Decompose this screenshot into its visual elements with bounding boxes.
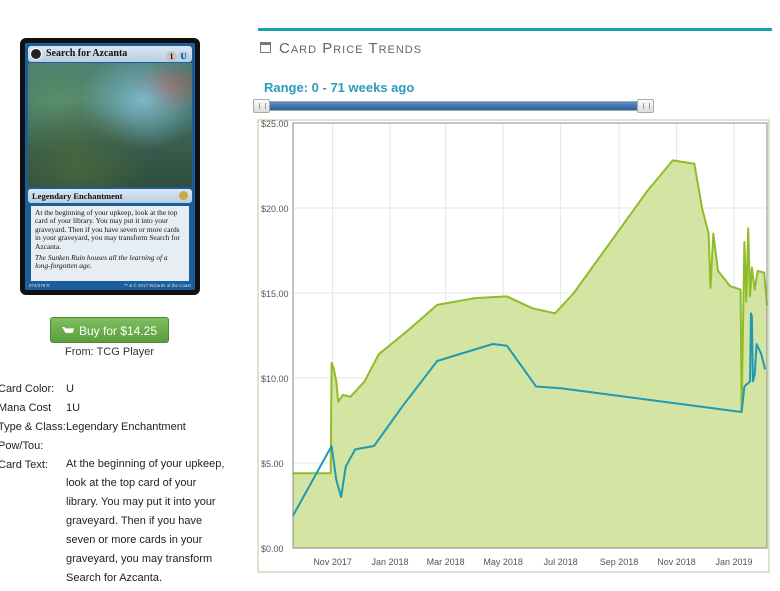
set-symbol-icon: [179, 191, 188, 200]
x-tick-label: Sep 2018: [600, 557, 639, 567]
y-tick-label: $5.00: [261, 459, 284, 469]
mana-generic: 1: [166, 51, 177, 62]
detail-label: Type & Class:: [0, 421, 66, 433]
x-tick-label: May 2018: [483, 557, 523, 567]
x-tick-label: Jan 2018: [372, 557, 409, 567]
y-tick-label: $15.00: [261, 289, 289, 299]
detail-label: Card Text:: [0, 459, 48, 471]
detail-value: Legendary Enchantment: [66, 421, 186, 433]
chart-frame: [257, 119, 770, 573]
mana-blue: U: [178, 51, 189, 62]
series-line-1: [292, 312, 767, 517]
y-tick-label: $10.00: [261, 374, 289, 384]
series-area-0: [293, 160, 767, 548]
range-label: Range: 0 - 71 weeks ago: [264, 80, 415, 95]
section-divider: [258, 28, 772, 31]
transform-icon: [30, 48, 42, 60]
detail-label: Mana Cost: [0, 402, 52, 414]
detail-value: 1U: [66, 402, 81, 414]
price-source: From: TCG Player: [65, 346, 155, 358]
card-text-box: At the beginning of your upkeep, look at…: [31, 206, 189, 281]
card-footer: 074/279 R ™ & © 2017 Wizards of the Coas…: [29, 281, 191, 290]
card-art: [28, 63, 192, 187]
y-tick-label: $25.00: [261, 119, 289, 129]
detail-value: At the beginning of your upkeep, look at…: [66, 458, 225, 584]
section-title-text: Card Price Trends: [279, 40, 423, 57]
card-name: Search for Azcanta: [46, 48, 128, 59]
x-tick-label: Nov 2017: [313, 557, 352, 567]
y-tick-label: $20.00: [261, 204, 289, 214]
x-tick-label: Mar 2018: [427, 557, 465, 567]
card-flavor-text: The Sunken Ruin houses all the learning …: [35, 253, 168, 271]
x-tick-label: Jan 2019: [715, 557, 752, 567]
section-title: Card Price Trends: [260, 40, 422, 57]
x-tick-label: Nov 2018: [657, 557, 696, 567]
series-line-0: [293, 159, 768, 475]
detail-label: Pow/Tou:: [0, 440, 44, 452]
collector-number: 074/279 R: [29, 283, 50, 288]
buy-button-label: Buy for $14.25: [78, 324, 158, 338]
range-slider-max-handle[interactable]: [637, 99, 654, 113]
calendar-icon: [260, 41, 271, 53]
range-slider-min-handle[interactable]: [253, 99, 270, 113]
plot-border: [292, 122, 768, 549]
shopping-cart-icon: [61, 326, 74, 333]
card-type: Legendary Enchantment: [32, 191, 123, 201]
x-tick-label: Jul 2018: [544, 557, 578, 567]
y-tick-label: $0.00: [261, 544, 284, 554]
detail-label: Card Color:: [0, 383, 55, 395]
detail-value: U: [66, 383, 74, 395]
card-copyright: ™ & © 2017 Wizards of the Coast: [123, 283, 191, 288]
buy-button[interactable]: Buy for $14.25: [50, 317, 169, 343]
card-rules-text: At the beginning of your upkeep, look at…: [35, 208, 180, 251]
card-type-line: Legendary Enchantment: [28, 189, 192, 203]
